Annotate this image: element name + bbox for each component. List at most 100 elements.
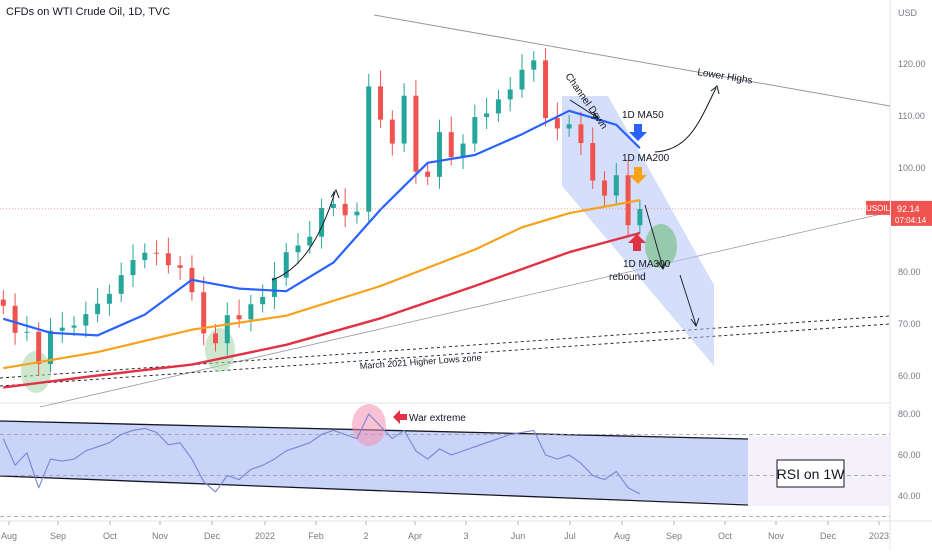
- time-tick: 3: [463, 531, 468, 541]
- candle-2022-02-04: [319, 198, 325, 249]
- candle-body: [354, 211, 360, 216]
- past-rally-curve: [271, 191, 336, 281]
- candle-2022-06-24: [554, 102, 560, 141]
- candle-2022-05-27: [507, 77, 513, 112]
- candle-2021-10-01: [106, 284, 112, 316]
- candle-body: [330, 203, 336, 209]
- candle-body: [366, 86, 372, 212]
- candle-2021-10-22: [142, 243, 148, 269]
- ma300-arrow-icon: [628, 234, 646, 251]
- ma200-arrow-icon: [629, 167, 647, 184]
- candle-2021-08-06: [12, 293, 18, 345]
- axes: USD120.00110.00100.0090.0080.0070.0060.0…: [0, 8, 932, 541]
- time-tick: Sep: [666, 531, 682, 541]
- higher-lows-trendline: [39, 211, 891, 408]
- price-tick: 80.00: [898, 267, 921, 277]
- support-circle-dec: [205, 328, 235, 372]
- candle-2022-06-03: [519, 54, 525, 98]
- candle-body: [165, 253, 171, 266]
- war-extreme-arrow-icon: [393, 410, 407, 424]
- candle-2022-03-25: [401, 83, 407, 152]
- time-tick: 2022: [255, 531, 275, 541]
- candle-body: [448, 132, 454, 158]
- symbol-badge: [866, 200, 890, 215]
- ma50-arrow-icon: [629, 124, 647, 141]
- candle-body: [307, 236, 313, 246]
- candle-body: [106, 293, 112, 304]
- rsi-tick: 80.00: [898, 409, 921, 419]
- candle-2021-11-26: [201, 276, 207, 346]
- bounce-projection-arrowhead: [710, 85, 720, 95]
- candle-2022-08-12: [637, 199, 643, 234]
- candle-2022-03-18: [389, 110, 395, 156]
- candle-2022-07-15: [590, 127, 596, 189]
- ma300-label: 1D MA300: [623, 259, 671, 270]
- countdown-label: 07:04:14: [895, 216, 927, 225]
- candle-body: [625, 175, 631, 226]
- rsi-line: [2, 413, 641, 495]
- time-tick: Apr: [408, 531, 422, 541]
- candle-body: [484, 113, 490, 118]
- symbol-label: USOIL: [866, 204, 891, 213]
- candle-2022-07-01: [566, 114, 572, 137]
- candle-body: [83, 314, 89, 326]
- candle-2022-05-06: [472, 104, 478, 152]
- bounce-projection-curve: [654, 87, 717, 153]
- time-tick: 2: [363, 531, 368, 541]
- drop-projection-2-head: [690, 317, 700, 327]
- candle-body: [543, 60, 549, 119]
- chart-title: CFDs on WTI Crude Oil, 1D, TVC: [6, 6, 171, 18]
- price-tick: 70.00: [898, 319, 921, 329]
- candle-body: [71, 325, 77, 328]
- moving-averages: [2, 109, 641, 389]
- channel-down-arrow: [569, 99, 599, 119]
- war-extreme-label: War extreme: [409, 413, 466, 424]
- candle-2021-10-08: [118, 262, 124, 303]
- candle-body: [36, 331, 42, 365]
- candle-body: [295, 245, 301, 253]
- candle-2022-04-08: [425, 162, 431, 186]
- rsi-label-box: [776, 459, 845, 488]
- candle-2022-07-08: [578, 111, 584, 155]
- candle-2022-04-01: [413, 80, 419, 184]
- candle-body: [602, 180, 608, 196]
- candle-body: [566, 124, 572, 129]
- higher-lows-zone-lower: [0, 323, 891, 387]
- candle-body: [460, 143, 466, 158]
- candle-2021-11-05: [165, 237, 171, 274]
- candle-body: [283, 252, 289, 278]
- candles: [0, 47, 643, 376]
- candle-2021-10-29: [154, 240, 160, 266]
- candle-2022-05-13: [484, 97, 490, 129]
- candle-body: [519, 69, 525, 90]
- ma50-line: [2, 109, 641, 337]
- candle-2022-05-20: [495, 90, 501, 122]
- candle-body: [154, 252, 160, 254]
- time-tick: Aug: [1, 531, 17, 541]
- candle-2022-07-29: [613, 162, 619, 204]
- drop-projection-1-head: [657, 260, 667, 270]
- candle-2022-02-18: [342, 188, 348, 228]
- candle-2021-09-03: [59, 312, 65, 343]
- time-tick: 2023: [869, 531, 889, 541]
- candle-2022-02-25: [354, 202, 360, 224]
- channel-down-arrowhead: [591, 111, 600, 119]
- candle-2021-12-10: [224, 302, 230, 356]
- candle-2021-07-30: [0, 290, 6, 315]
- price-tick: 100.00: [898, 163, 926, 173]
- last-price-badge: [891, 200, 932, 226]
- candle-2022-03-04: [366, 73, 372, 224]
- candle-2022-04-29: [460, 134, 466, 170]
- candle-2021-10-15: [130, 244, 136, 288]
- candle-2022-01-07: [271, 262, 277, 309]
- time-tick: Aug: [614, 531, 630, 541]
- candle-body: [271, 277, 277, 297]
- ma200-line: [3, 199, 641, 370]
- candle-2022-08-05: [625, 159, 631, 238]
- candle-body: [613, 175, 619, 196]
- candle-body: [413, 95, 419, 172]
- rsi-panel: War extreme RSI on 1W: [0, 404, 890, 517]
- rsi-tick: 40.00: [898, 491, 921, 501]
